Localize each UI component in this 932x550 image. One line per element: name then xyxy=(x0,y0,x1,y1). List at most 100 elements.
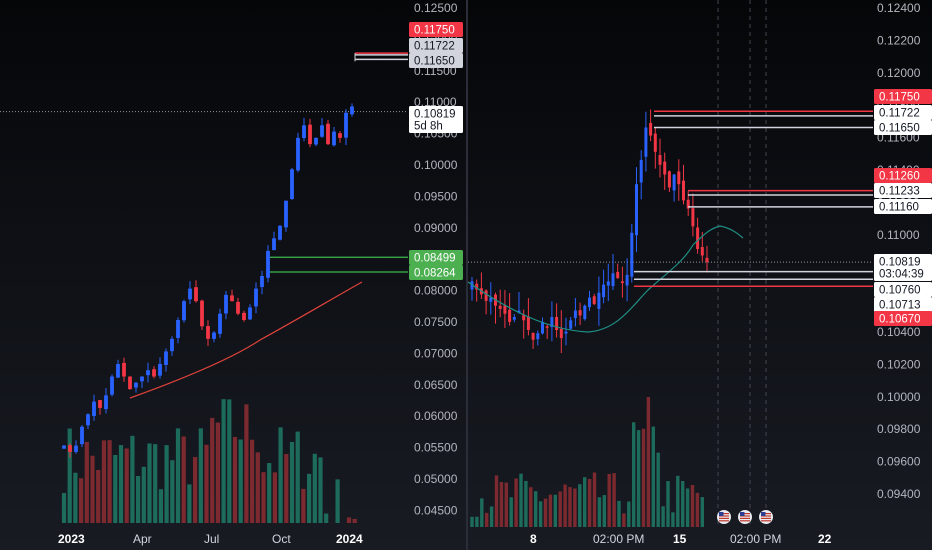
moving-average-line xyxy=(129,281,363,399)
volume-bar xyxy=(504,482,508,527)
right-candle xyxy=(541,321,544,334)
us-flag-icon[interactable] xyxy=(738,510,752,524)
volume-bar xyxy=(538,501,543,527)
price-badge-bg xyxy=(874,120,932,135)
price-badge-bg xyxy=(874,183,932,198)
volume-bar xyxy=(96,469,101,523)
volume-bar xyxy=(272,472,277,523)
volume-bar xyxy=(597,497,602,527)
volume-bar xyxy=(529,487,533,527)
volume-bar xyxy=(485,512,489,527)
right-candle xyxy=(649,122,653,136)
left-candle xyxy=(74,445,78,452)
right-candle xyxy=(602,284,606,298)
volume-bar xyxy=(278,427,283,523)
price-axis-label: 0.12000 xyxy=(877,66,921,80)
right-candle xyxy=(564,331,568,334)
price-badge-bg xyxy=(874,297,932,312)
volume-bar xyxy=(324,513,329,523)
left-candle xyxy=(68,445,72,452)
left-candle xyxy=(254,288,258,307)
left-chart-pane[interactable]: 0.125000.120000.115000.110000.105000.100… xyxy=(0,0,466,550)
right-candle xyxy=(489,297,493,302)
price-badge-bg xyxy=(409,106,463,121)
flag-icon-stripe xyxy=(761,520,771,522)
left-candle xyxy=(272,238,276,251)
price-axis-label: 0.12400 xyxy=(877,1,921,15)
left-candle xyxy=(314,137,318,145)
volume-bar xyxy=(543,498,548,527)
volume-bar xyxy=(267,463,272,523)
us-flag-icon[interactable] xyxy=(759,510,773,524)
volume-bar xyxy=(681,480,685,527)
time-axis-label: 15 xyxy=(673,532,687,546)
left-candle xyxy=(80,426,84,445)
flag-icon-stripe xyxy=(740,513,750,515)
flag-icon-stripe xyxy=(740,515,750,517)
volume-bar xyxy=(641,428,646,527)
volume-bar xyxy=(695,492,700,527)
volume-bar xyxy=(656,452,660,527)
left-candle xyxy=(344,112,348,138)
flag-icon-stripe xyxy=(719,515,729,517)
left-candle xyxy=(224,294,228,314)
volume-bar xyxy=(592,472,597,527)
left-candle xyxy=(194,287,198,302)
volume-bar xyxy=(227,399,232,523)
flag-icon-canton xyxy=(761,512,766,516)
price-axis-label: 0.10000 xyxy=(877,390,921,404)
price-badge: 0.10819 xyxy=(879,257,921,269)
flag-icon-canton xyxy=(719,512,724,516)
price-badge-bg xyxy=(874,168,932,183)
right-candle xyxy=(583,305,587,320)
left-candle xyxy=(260,276,264,288)
time-axis-label: 22 xyxy=(818,532,832,546)
right-candle xyxy=(555,316,559,330)
right-candle xyxy=(512,317,516,320)
volume-bar xyxy=(215,422,220,523)
left-candle xyxy=(248,307,252,320)
volume-bar xyxy=(489,506,494,527)
left-candle xyxy=(296,137,300,171)
volume-bar xyxy=(568,487,572,527)
price-axis-label: 0.10200 xyxy=(877,357,921,371)
flag-icon-stripe xyxy=(719,520,729,522)
left-candle xyxy=(350,106,354,115)
right-candle xyxy=(658,155,662,165)
right-chart-canvas[interactable]: 0.124000.122000.120000.118000.116000.114… xyxy=(467,0,932,550)
right-candle xyxy=(526,316,530,330)
left-candle xyxy=(176,320,180,338)
volume-bar xyxy=(335,479,340,523)
left-candle xyxy=(62,445,66,449)
pane-divider[interactable] xyxy=(466,0,468,550)
volume-bar xyxy=(164,445,169,523)
right-candle xyxy=(484,290,488,301)
volume-bar xyxy=(312,453,317,523)
price-badge: 0.11750 xyxy=(414,25,455,37)
price-axis-label: 0.09800 xyxy=(877,422,921,436)
volume-bar xyxy=(141,466,146,523)
flag-icon-stripe xyxy=(740,520,750,522)
left-candle xyxy=(278,225,282,240)
volume-bar xyxy=(676,475,680,527)
left-candle xyxy=(212,332,216,339)
right-candle xyxy=(639,159,643,183)
volume-bar xyxy=(255,452,260,523)
volume-bar xyxy=(578,484,582,527)
right-chart-pane[interactable]: 0.124000.122000.120000.118000.116000.114… xyxy=(467,0,932,550)
volume-bar xyxy=(210,417,215,523)
price-badge-bg xyxy=(874,199,932,214)
volume-bar xyxy=(301,488,306,523)
us-flag-icon[interactable] xyxy=(717,510,731,524)
volume-bar xyxy=(632,422,636,527)
left-chart-canvas[interactable]: 0.125000.120000.115000.110000.105000.100… xyxy=(0,0,466,550)
volume-bar xyxy=(295,431,300,523)
volume-bar xyxy=(494,475,499,527)
price-badge-bg xyxy=(409,53,463,68)
price-axis-label: 0.09600 xyxy=(877,455,921,469)
volume-bar xyxy=(84,441,89,523)
right-candle xyxy=(592,296,596,305)
left-candle xyxy=(308,124,312,145)
price-badge-bg xyxy=(874,266,932,281)
flag-icon-stripe xyxy=(761,517,771,519)
